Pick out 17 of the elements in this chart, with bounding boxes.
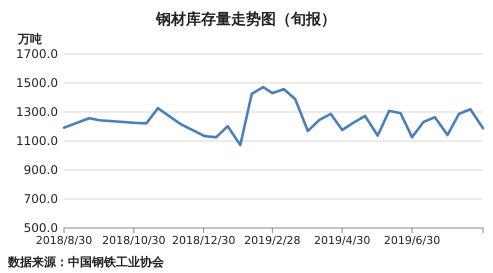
source-note: 数据来源：中国钢铁工业协会 bbox=[7, 255, 165, 269]
x-tick-label: 2018/12/30 bbox=[172, 234, 236, 247]
line-series bbox=[62, 86, 484, 146]
x-tick-label: 2019/2/28 bbox=[244, 234, 301, 247]
y-tick-label: 900.0 bbox=[24, 162, 58, 177]
y-tick-label: 500.0 bbox=[24, 220, 58, 235]
x-tick-label: 2019/6/30 bbox=[384, 234, 440, 247]
chart-title: 钢材库存量走势图（旬报） bbox=[155, 10, 336, 28]
y-tick-label: 1300.0 bbox=[16, 104, 58, 119]
x-tick-label: 2018/8/30 bbox=[36, 234, 92, 247]
y-tick-label: 1500.0 bbox=[16, 76, 58, 90]
y-axis-title: 万吨 bbox=[17, 32, 42, 46]
x-tick-label: 2019/4/30 bbox=[314, 234, 370, 247]
y-tick-label: 700.0 bbox=[24, 192, 58, 206]
x-tick-label: 2018/10/30 bbox=[102, 234, 166, 247]
y-tick-label: 1100.0 bbox=[16, 134, 58, 148]
y-tick-label: 1700.0 bbox=[16, 46, 58, 61]
